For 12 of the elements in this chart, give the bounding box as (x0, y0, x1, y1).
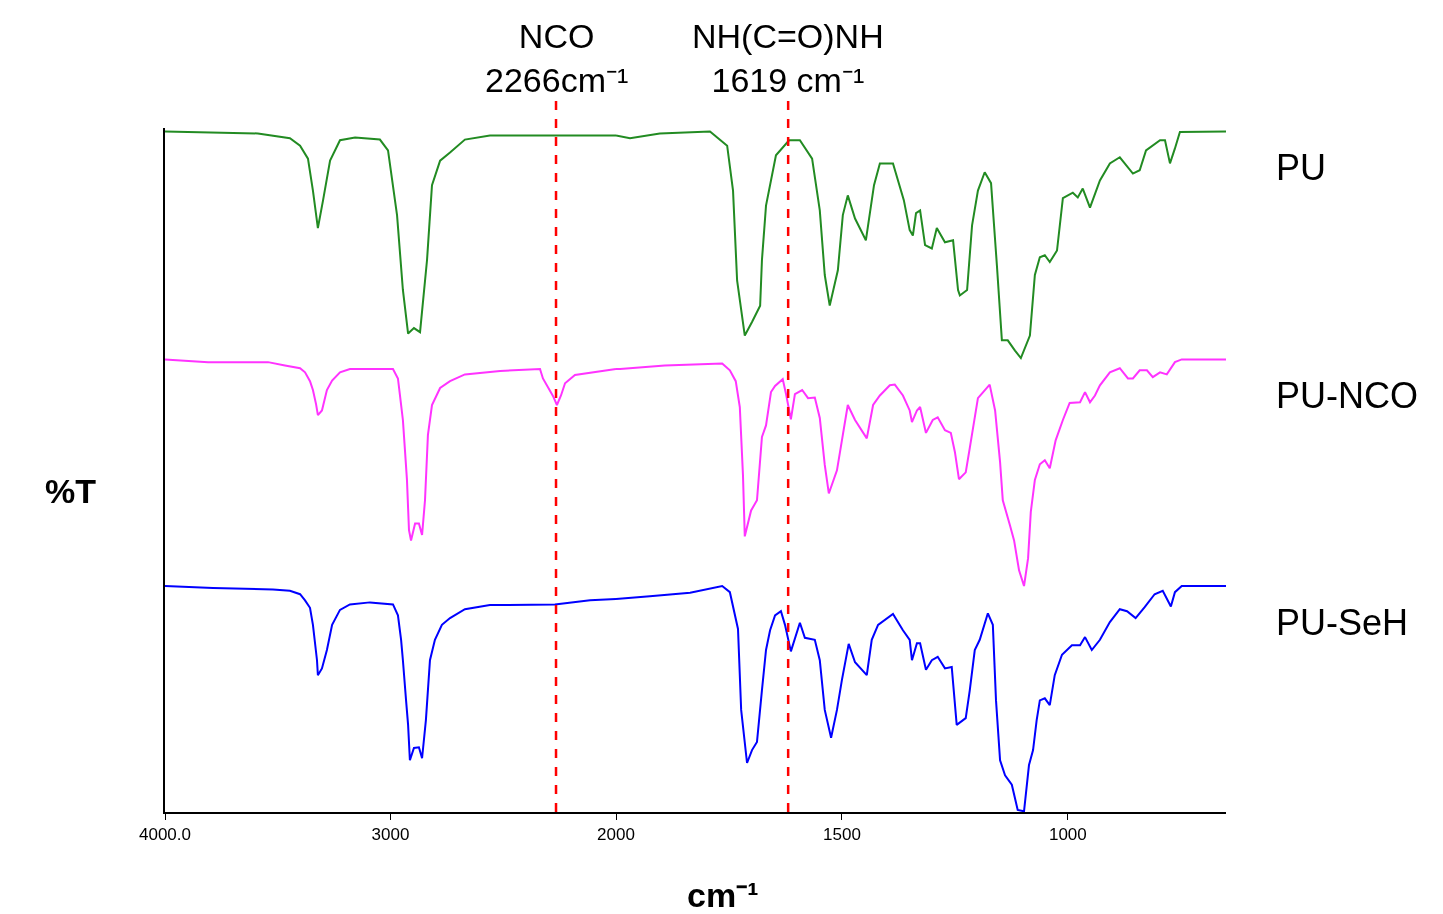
x-axis-title: cm⁻¹ (687, 876, 759, 914)
x-tick-label: 1500 (823, 825, 861, 845)
x-tick-label: 1000 (1048, 825, 1087, 845)
ref-line-label: NH(C=O)NH 1619 cm⁻¹ (692, 17, 884, 100)
x-tick-label: 4000.0 (139, 825, 191, 845)
series-label: PU (1276, 147, 1327, 188)
x-tick-label: 2000 (597, 825, 635, 845)
series-label: PU-NCO (1276, 375, 1418, 416)
ref-line-label: NCO 2266cm⁻¹ (485, 17, 629, 100)
series-label: PU-SeH (1276, 602, 1409, 643)
y-axis-title: %T (45, 472, 97, 510)
x-tick-label: 3000 (371, 825, 410, 845)
